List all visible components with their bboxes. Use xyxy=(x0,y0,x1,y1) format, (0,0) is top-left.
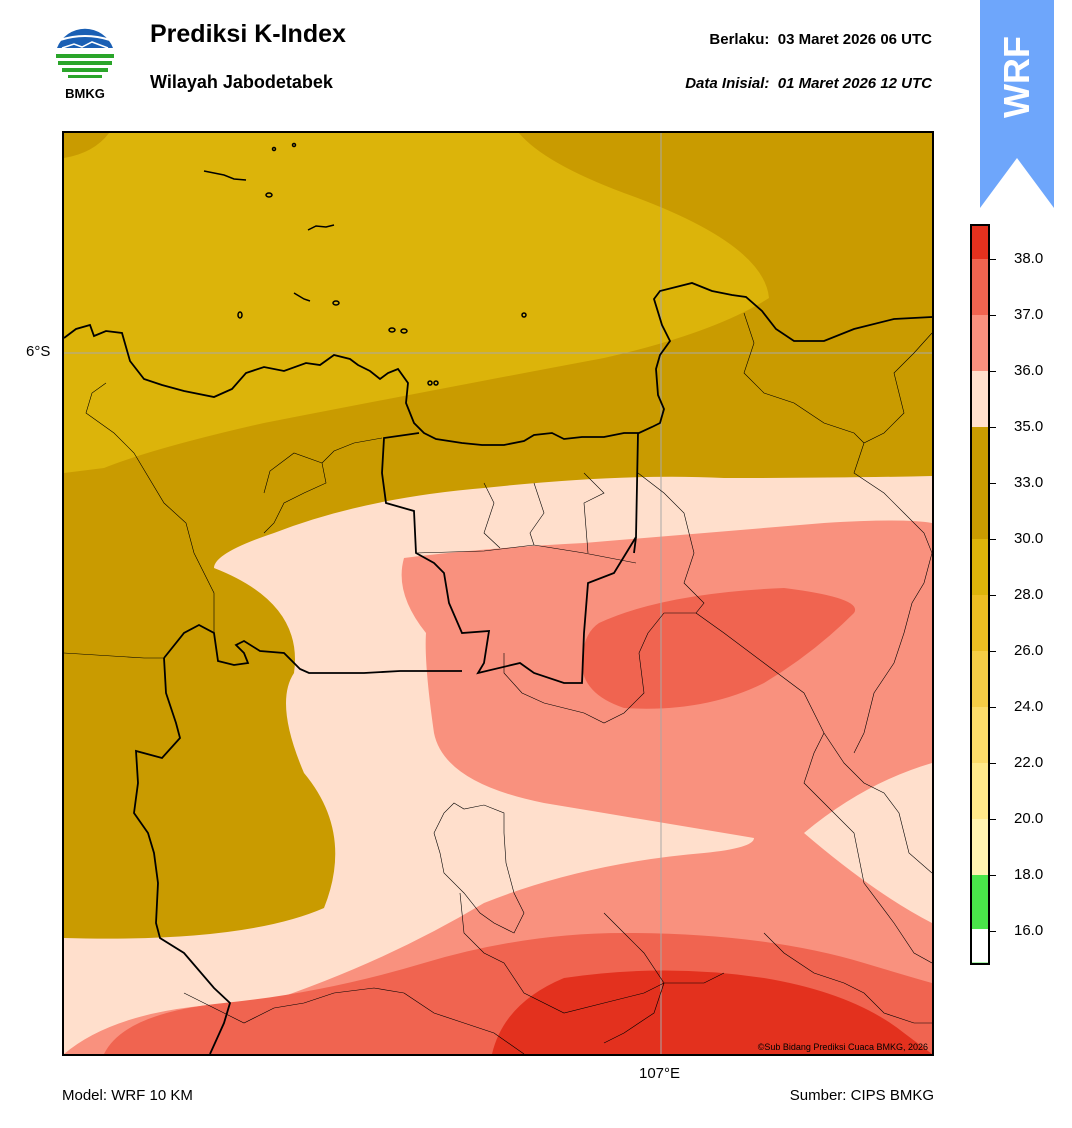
bmkg-logo xyxy=(55,24,115,84)
colorbar-seg-36 xyxy=(972,315,988,371)
colorbar-seg-37 xyxy=(972,259,988,315)
colorbar-seg-35 xyxy=(972,371,988,427)
ribbon-label: WRF xyxy=(996,36,1037,118)
page-title: Prediksi K-Index xyxy=(150,20,346,48)
colorbar-seg-33 xyxy=(972,427,988,539)
k-index-map: ©Sub Bidang Prediksi Cuaca BMKG, 2026 xyxy=(62,131,934,1056)
colorbar-seg-below-16 xyxy=(972,929,988,962)
logo-label: BMKG xyxy=(65,86,105,101)
map-canvas xyxy=(64,133,932,1054)
colorbar-seg-18 xyxy=(972,875,988,931)
valid-time: Berlaku: 03 Maret 2026 06 UTC xyxy=(709,31,932,48)
colorbar-seg-22 xyxy=(972,763,988,819)
source-label: Sumber: CIPS BMKG xyxy=(789,1087,934,1104)
lat-label: 6°S xyxy=(26,343,51,360)
copyright-note: ©Sub Bidang Prediksi Cuaca BMKG, 2026 xyxy=(757,1042,928,1052)
page-subtitle: Wilayah Jabodetabek xyxy=(150,72,333,92)
colorbar-seg-38 xyxy=(972,226,988,259)
colorbar-seg-30 xyxy=(972,539,988,595)
contour-38-south xyxy=(492,970,932,1054)
colorbar-seg-26 xyxy=(972,651,988,707)
contour-30-north xyxy=(64,133,769,473)
province-boundaries xyxy=(133,432,639,1054)
colorbar-seg-28 xyxy=(972,595,988,651)
colorbar xyxy=(970,224,990,965)
lon-label: 107°E xyxy=(639,1065,681,1082)
colorbar-seg-20 xyxy=(972,819,988,875)
wrf-ribbon xyxy=(980,0,1054,208)
init-time: Data Inisial: 01 Maret 2026 12 UTC xyxy=(685,75,932,92)
coastline xyxy=(64,282,932,446)
colorbar-seg-24 xyxy=(972,707,988,763)
contour-37-central xyxy=(581,588,856,709)
model-label: Model: WRF 10 KM xyxy=(62,1087,193,1104)
islands xyxy=(203,142,527,386)
regency-boundaries xyxy=(64,312,932,1054)
